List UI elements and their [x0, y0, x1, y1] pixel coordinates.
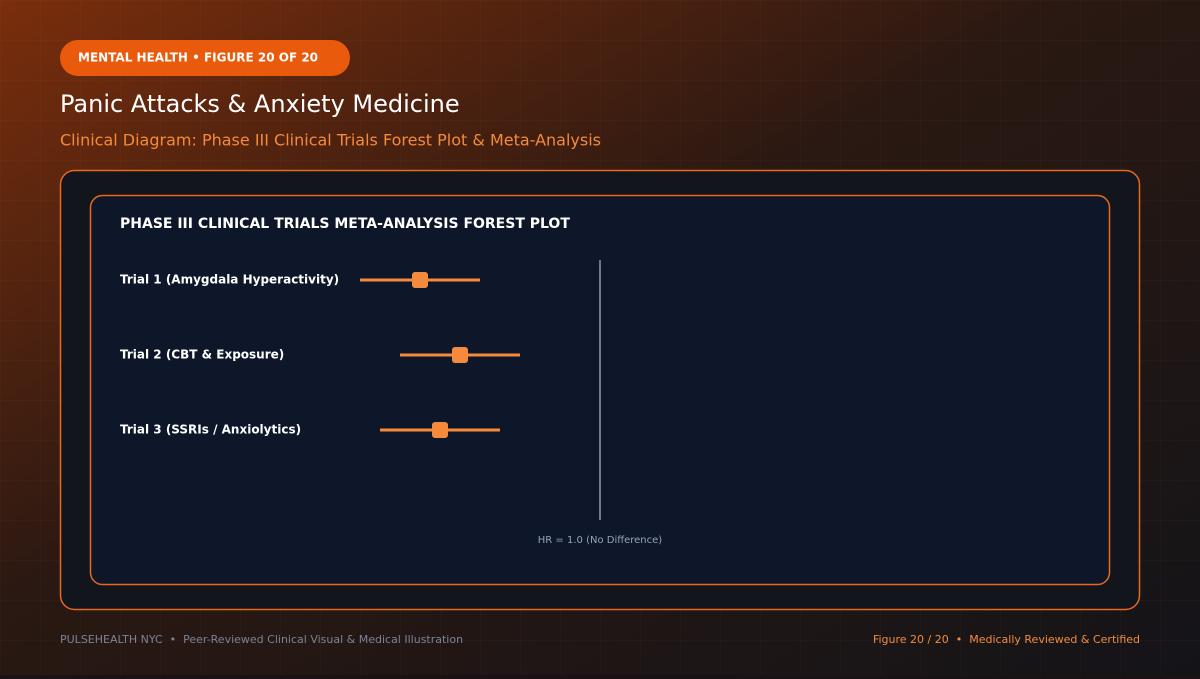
footer-left: PULSEHEALTH NYC • Peer-Reviewed Clinical… [60, 633, 463, 646]
effect-marker [412, 272, 428, 288]
trial-label: Trial 2 (CBT & Exposure) [120, 348, 284, 362]
reference-label: HR = 1.0 (No Difference) [538, 535, 663, 546]
badge [60, 40, 350, 76]
effect-marker [432, 422, 448, 438]
badge-text: MENTAL HEALTH • FIGURE 20 OF 20 [78, 51, 318, 65]
trial-label: Trial 3 (SSRIs / Anxiolytics) [120, 423, 301, 437]
effect-marker [452, 347, 468, 363]
footer-right: Figure 20 / 20 • Medically Reviewed & Ce… [873, 633, 1140, 646]
title: Panic Attacks & Anxiety Medicine [60, 90, 460, 118]
trial-label: Trial 1 (Amygdala Hyperactivity) [120, 273, 339, 287]
plot-heading: PHASE III CLINICAL TRIALS META-ANALYSIS … [120, 216, 570, 232]
subtitle: Clinical Diagram: Phase III Clinical Tri… [60, 131, 601, 150]
